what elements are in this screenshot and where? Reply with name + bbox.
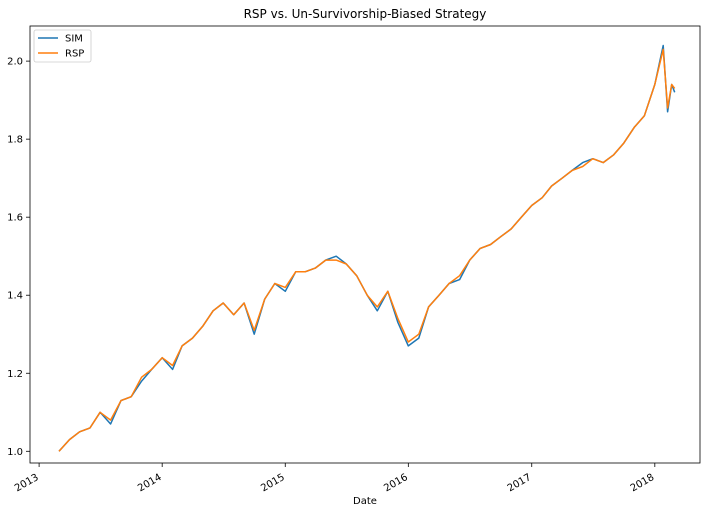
- legend-label-rsp: RSP: [65, 49, 84, 60]
- y-tick-label: 1.4: [7, 291, 23, 302]
- x-tick-label: 2018: [629, 472, 657, 494]
- y-tick-label: 1.6: [7, 213, 23, 224]
- chart-title: RSP vs. Un-Survivorship-Biased Strategy: [244, 7, 487, 21]
- x-tick-label: 2016: [382, 472, 410, 494]
- y-tick-label: 2.0: [7, 57, 23, 68]
- x-tick-label: 2015: [259, 472, 287, 494]
- x-tick-label: 2013: [13, 472, 41, 494]
- legend: SIM RSP: [33, 29, 92, 63]
- x-tick-label: 2014: [136, 472, 164, 494]
- y-tick-label: 1.0: [7, 447, 23, 458]
- x-axis-label: Date: [353, 496, 377, 507]
- x-tick-label: 2017: [506, 472, 534, 494]
- series-layer: [58, 44, 676, 452]
- y-tick-label: 1.2: [7, 369, 23, 380]
- y-tick-label: 1.8: [7, 135, 23, 146]
- series-line-sim: [58, 44, 676, 452]
- plot-area: [29, 25, 701, 464]
- plot-frame: [29, 25, 701, 464]
- series-line-rsp: [58, 48, 676, 452]
- y-axis: 1.0 1.2 1.4 1.6 1.8 2.0: [7, 57, 30, 458]
- legend-label-sim: SIM: [65, 34, 83, 45]
- x-axis: 2013 2014 2015 2016 2017 2018: [13, 463, 656, 494]
